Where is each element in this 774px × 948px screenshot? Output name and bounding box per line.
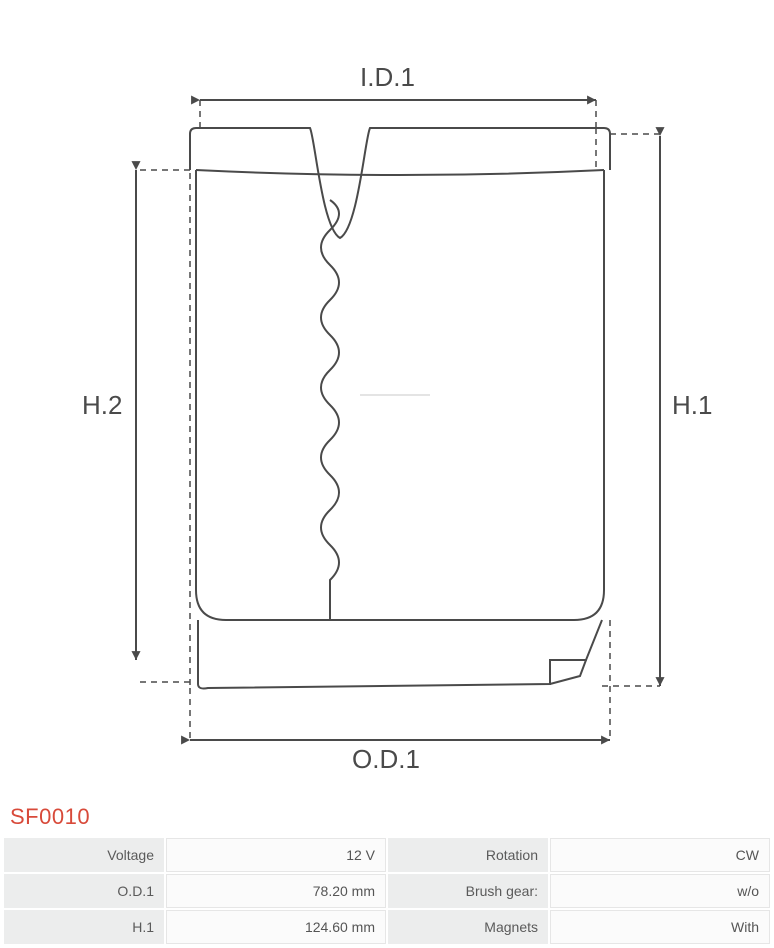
spec-label: Voltage (4, 838, 164, 872)
spec-label: Rotation (388, 838, 548, 872)
svg-text:O.D.1: O.D.1 (352, 744, 420, 774)
spec-value: CW (550, 838, 770, 872)
spec-value: 124.60 mm (166, 910, 386, 944)
svg-text:H.1: H.1 (672, 390, 712, 420)
spec-value: w/o (550, 874, 770, 908)
drawing-svg: I.D.1 O.D.1 H.1 H.2 (0, 0, 774, 800)
technical-diagram: I.D.1 O.D.1 H.1 H.2 (0, 0, 774, 800)
spec-value: With (550, 910, 770, 944)
spec-value: 12 V (166, 838, 386, 872)
table-row: Voltage12 VRotationCW (4, 838, 770, 872)
svg-text:I.D.1: I.D.1 (360, 62, 415, 92)
spec-value: 78.20 mm (166, 874, 386, 908)
spec-label: H.1 (4, 910, 164, 944)
part-code: SF0010 (0, 800, 774, 834)
svg-text:H.2: H.2 (82, 390, 122, 420)
table-row: H.1124.60 mmMagnetsWith (4, 910, 770, 944)
spec-label: Brush gear: (388, 874, 548, 908)
spec-label: Magnets (388, 910, 548, 944)
spec-label: O.D.1 (4, 874, 164, 908)
spec-table: Voltage12 VRotationCWO.D.178.20 mmBrush … (2, 836, 772, 946)
table-row: O.D.178.20 mmBrush gear:w/o (4, 874, 770, 908)
